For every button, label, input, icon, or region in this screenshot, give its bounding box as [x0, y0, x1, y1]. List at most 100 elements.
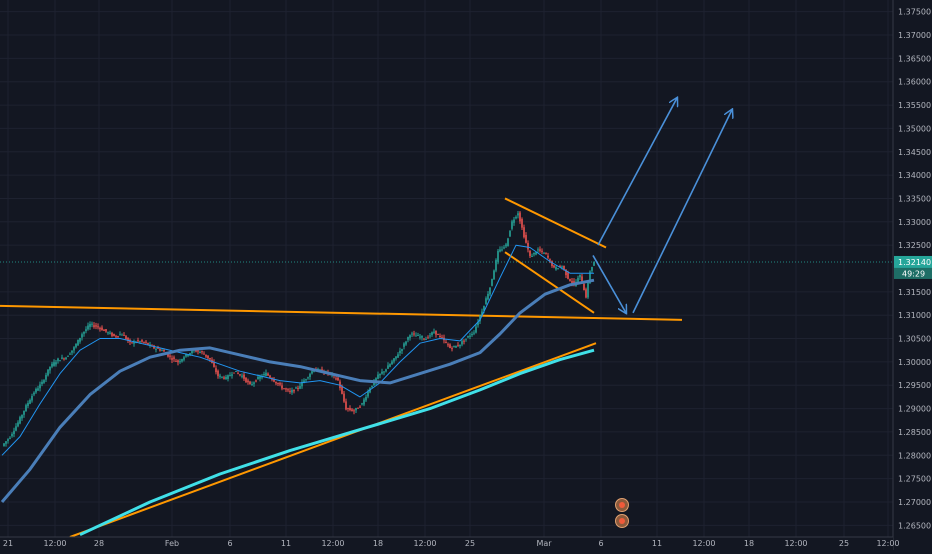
candle-body [259, 376, 261, 379]
candle-body [387, 365, 389, 369]
candle-body [147, 342, 149, 345]
event-icon-dot [619, 518, 625, 524]
candle-body [343, 393, 345, 402]
candle-body [365, 397, 367, 401]
candle-body [31, 395, 33, 401]
candle-body [79, 337, 81, 342]
candle-body [309, 374, 311, 377]
grid [0, 0, 893, 537]
candle-body [55, 362, 57, 365]
price-tick-label: 1.36500 [898, 54, 931, 63]
trend-lines[interactable] [0, 197, 683, 538]
candle-body [523, 227, 525, 238]
candle-body [293, 389, 295, 392]
candle-body [225, 376, 227, 380]
candle-body [579, 274, 581, 278]
candle-body [505, 244, 507, 247]
candle-body [139, 341, 141, 343]
time-tick-label: 25 [465, 539, 475, 548]
candle-body [529, 250, 531, 256]
candle-body [49, 366, 51, 371]
candle-body [261, 376, 263, 378]
candle-body [571, 281, 573, 284]
candle-body [177, 360, 179, 363]
candle-body [415, 335, 417, 337]
price-tick-label: 1.34000 [898, 171, 931, 180]
projection-arrow-5[interactable] [597, 98, 677, 246]
candle-body [347, 408, 349, 410]
candle-body [303, 380, 305, 383]
trend-line-3[interactable] [504, 251, 595, 314]
candle-body [545, 252, 547, 254]
candle-body [111, 332, 113, 336]
trend-line-2[interactable] [504, 197, 607, 249]
price-tick-label: 1.37500 [898, 8, 931, 17]
candle-body [273, 379, 275, 382]
price-tick-label: 1.36000 [898, 78, 931, 87]
candle-body [93, 325, 95, 327]
trend-line-1[interactable] [69, 342, 597, 538]
candle-body [439, 335, 441, 337]
candle-body [205, 354, 207, 357]
candle-body [195, 350, 197, 352]
time-tick-label: 12:00 [321, 539, 344, 548]
candle-body [125, 336, 127, 340]
time-tick-label: 12:00 [43, 539, 66, 548]
candle-body [217, 370, 219, 377]
candle-body [9, 437, 11, 439]
candle-body [425, 338, 427, 340]
trend-line-0[interactable] [0, 304, 683, 321]
candle-body [509, 230, 511, 237]
candle-body [377, 374, 379, 379]
candle-body [209, 357, 211, 360]
candle-body [5, 441, 7, 444]
time-tick-label: 25 [839, 539, 849, 548]
candle-body [263, 374, 265, 376]
candle-body [467, 336, 469, 338]
candle-body [511, 221, 513, 229]
event-icons[interactable] [615, 498, 629, 528]
candle-body [249, 381, 251, 385]
candle-body [519, 212, 521, 222]
time-tick-label: 11 [281, 539, 291, 548]
candle-body [349, 407, 351, 411]
candle-body [465, 338, 467, 340]
candle-body [441, 337, 443, 339]
candle-body [487, 293, 489, 300]
candle-body [421, 336, 423, 338]
candle-body [185, 353, 187, 357]
candle-body [183, 357, 185, 360]
projection-arrow-6[interactable] [632, 110, 732, 314]
candle-body [229, 375, 231, 377]
candle-body [455, 345, 457, 348]
candle-body [543, 252, 545, 254]
candle-body [27, 403, 29, 406]
candle-body [427, 337, 429, 339]
candle-body [381, 371, 383, 374]
candle-body [73, 347, 75, 351]
candle-body [29, 400, 31, 404]
candle-body [577, 277, 579, 283]
projection-arrows[interactable] [592, 98, 732, 314]
candle-body [67, 355, 69, 357]
candle-body [83, 331, 85, 334]
candle-body [371, 385, 373, 388]
projection-arrow-4[interactable] [592, 255, 626, 312]
candle-body [541, 250, 543, 252]
candle-body [341, 386, 343, 394]
candle-body [187, 354, 189, 357]
candle-body [383, 371, 385, 373]
price-tick-label: 1.33500 [898, 194, 931, 203]
time-tick-label: 12:00 [784, 539, 807, 548]
candle-body [301, 381, 303, 387]
time-axis[interactable]: 21 12:00 28 Feb 6 11 12:00 18 12:00 25 Mar 6 11 12:00… [0, 536, 900, 550]
candle-body [189, 353, 191, 355]
candle-body [123, 334, 125, 336]
price-tick-label: 1.35000 [898, 124, 931, 133]
candle-body [413, 333, 415, 335]
price-axis[interactable]: 1.26500 1.27000 1.27500 1.28000 1.28500 1.290… [892, 0, 932, 550]
candle-body [41, 381, 43, 385]
